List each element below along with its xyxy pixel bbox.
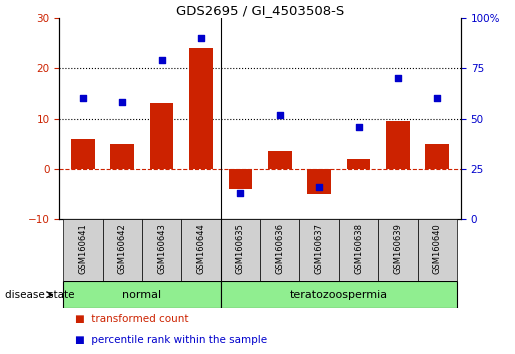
Text: GSM160635: GSM160635 [236,223,245,274]
Text: GSM160638: GSM160638 [354,223,363,274]
Bar [268,152,291,169]
Text: GSM160644: GSM160644 [197,223,205,274]
FancyBboxPatch shape [378,219,418,281]
Text: GSM160639: GSM160639 [393,223,402,274]
Point [158,57,166,63]
Bar [386,121,410,169]
FancyBboxPatch shape [63,219,102,281]
Title: GDS2695 / GI_4503508-S: GDS2695 / GI_4503508-S [176,4,344,17]
Bar [307,169,331,194]
FancyBboxPatch shape [63,281,221,308]
Bar [110,144,134,169]
Bar [150,103,174,169]
Point [394,75,402,81]
Text: GSM160641: GSM160641 [78,223,88,274]
Text: teratozoospermia: teratozoospermia [290,290,388,300]
Text: GSM160643: GSM160643 [157,223,166,274]
Text: ■  transformed count: ■ transformed count [75,314,188,324]
Text: GSM160636: GSM160636 [275,223,284,274]
FancyBboxPatch shape [260,219,299,281]
FancyBboxPatch shape [142,219,181,281]
Point [354,124,363,130]
FancyBboxPatch shape [221,219,260,281]
FancyBboxPatch shape [339,219,378,281]
Point [315,184,323,190]
Bar [189,48,213,169]
FancyBboxPatch shape [299,219,339,281]
Point [79,96,87,101]
Point [276,112,284,118]
Bar [347,159,370,169]
Point [118,99,126,105]
Text: GSM160637: GSM160637 [315,223,323,274]
Bar [229,169,252,189]
Bar [425,144,449,169]
FancyBboxPatch shape [181,219,221,281]
FancyBboxPatch shape [102,219,142,281]
Text: normal: normal [123,290,162,300]
FancyBboxPatch shape [418,219,457,281]
Point [236,190,245,196]
Point [433,96,441,101]
Text: disease state: disease state [5,290,75,300]
FancyBboxPatch shape [221,281,457,308]
Text: GSM160642: GSM160642 [118,223,127,274]
Text: ■  percentile rank within the sample: ■ percentile rank within the sample [75,335,267,345]
Bar [71,139,95,169]
Text: GSM160640: GSM160640 [433,223,442,274]
Point [197,35,205,41]
